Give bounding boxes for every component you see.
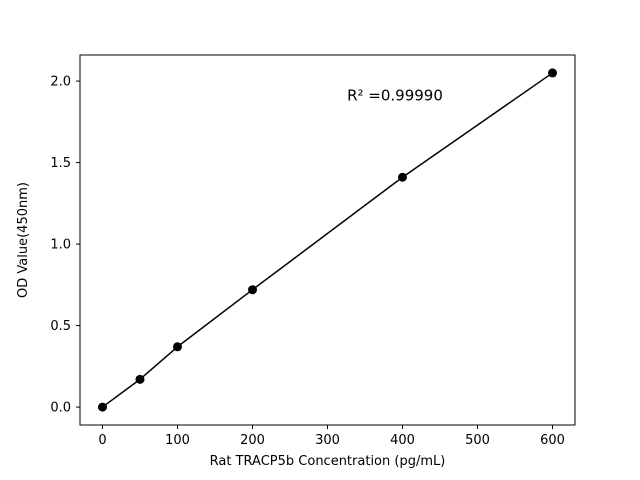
data-point [548,68,557,78]
y-tick-label: 1.0 [50,238,71,253]
data-point [98,402,107,412]
x-tick-label: 0 [98,433,106,448]
x-tick-label: 500 [465,433,490,448]
y-tick-label: 0.0 [50,401,71,416]
x-axis-label: Rat TRACP5b Concentration (pg/mL) [210,454,446,469]
data-point [173,342,182,352]
x-tick-label: 600 [540,433,565,448]
y-tick-label: 2.0 [50,75,71,90]
y-axis-label: OD Value(450nm) [16,182,31,298]
x-tick-label: 200 [240,433,265,448]
y-tick-label: 0.5 [50,319,71,334]
series-line [101,72,554,408]
plot-border [79,54,576,426]
y-tick-label: 1.5 [50,156,71,171]
x-tick-label: 400 [390,433,415,448]
x-tick-label: 300 [315,433,340,448]
data-point [248,285,257,295]
x-tick-label: 100 [165,433,190,448]
data-point [398,172,407,182]
data-point [135,374,145,384]
r-squared-annotation: R² =0.99990 [347,87,443,105]
